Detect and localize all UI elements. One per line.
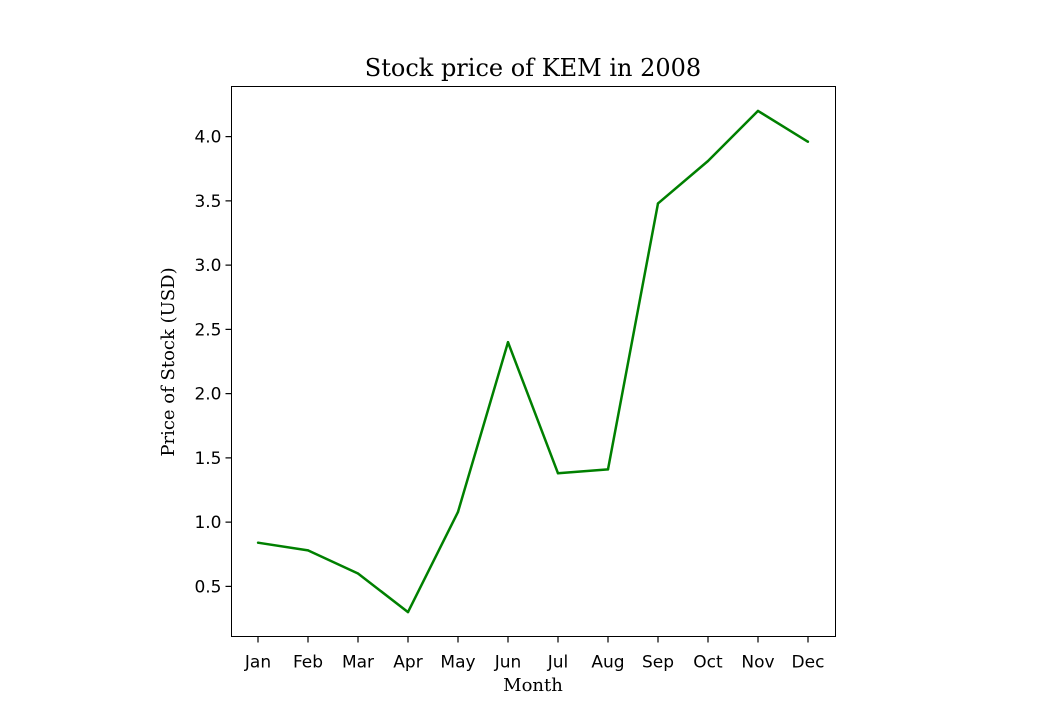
data-point-jan <box>256 541 260 544</box>
x-tick-label: Oct <box>693 653 723 673</box>
series-layer <box>256 109 810 614</box>
x-axis: Jan Feb Mar Apr May Jun Jul Aug Sep Oct Nov Dec <box>244 636 825 673</box>
x-tick-label: Sep <box>642 653 674 673</box>
plot-frame <box>231 86 836 637</box>
x-tick-label: Apr <box>393 653 422 673</box>
data-point-sep <box>656 202 660 205</box>
x-tick-label: Feb <box>293 653 323 673</box>
y-tick-label: 1.0 <box>194 513 221 533</box>
data-point-nov <box>756 109 760 113</box>
x-tick-label: Jul <box>547 653 569 673</box>
x-tick-label: Dec <box>792 653 825 673</box>
x-axis-label: Month <box>503 675 563 696</box>
chart-title: Stock price of KEM in 2008 <box>365 54 701 82</box>
y-tick-label: 0.5 <box>194 577 221 597</box>
data-point-may <box>456 510 460 514</box>
y-tick-label: 2.5 <box>194 320 221 340</box>
y-tick-label: 3.0 <box>194 256 221 276</box>
data-point-feb <box>306 549 310 552</box>
x-tick-label: Jun <box>494 653 522 673</box>
y-tick-label: 2.0 <box>194 385 221 405</box>
x-tick-label: Jan <box>244 653 271 673</box>
data-point-dec <box>806 140 810 143</box>
series-line <box>257 109 809 614</box>
x-tick-label: Mar <box>342 653 374 673</box>
x-tick-label: Nov <box>741 653 774 673</box>
data-point-aug <box>606 468 610 471</box>
y-axis: 0.5 1.0 1.5 2.0 2.5 3.0 3.5 4.0 <box>194 128 232 597</box>
y-tick-label: 3.5 <box>194 192 221 212</box>
y-axis-label: Price of Stock (USD) <box>158 267 179 456</box>
y-tick-label: 4.0 <box>194 128 221 148</box>
data-point-oct <box>706 159 710 163</box>
data-point-jun <box>506 341 510 344</box>
data-point-mar <box>356 572 360 575</box>
y-tick-label: 1.5 <box>194 449 221 469</box>
x-tick-label: May <box>440 653 475 673</box>
data-point-jul <box>556 472 560 475</box>
x-tick-label: Aug <box>591 653 624 673</box>
data-point-apr <box>406 610 410 614</box>
